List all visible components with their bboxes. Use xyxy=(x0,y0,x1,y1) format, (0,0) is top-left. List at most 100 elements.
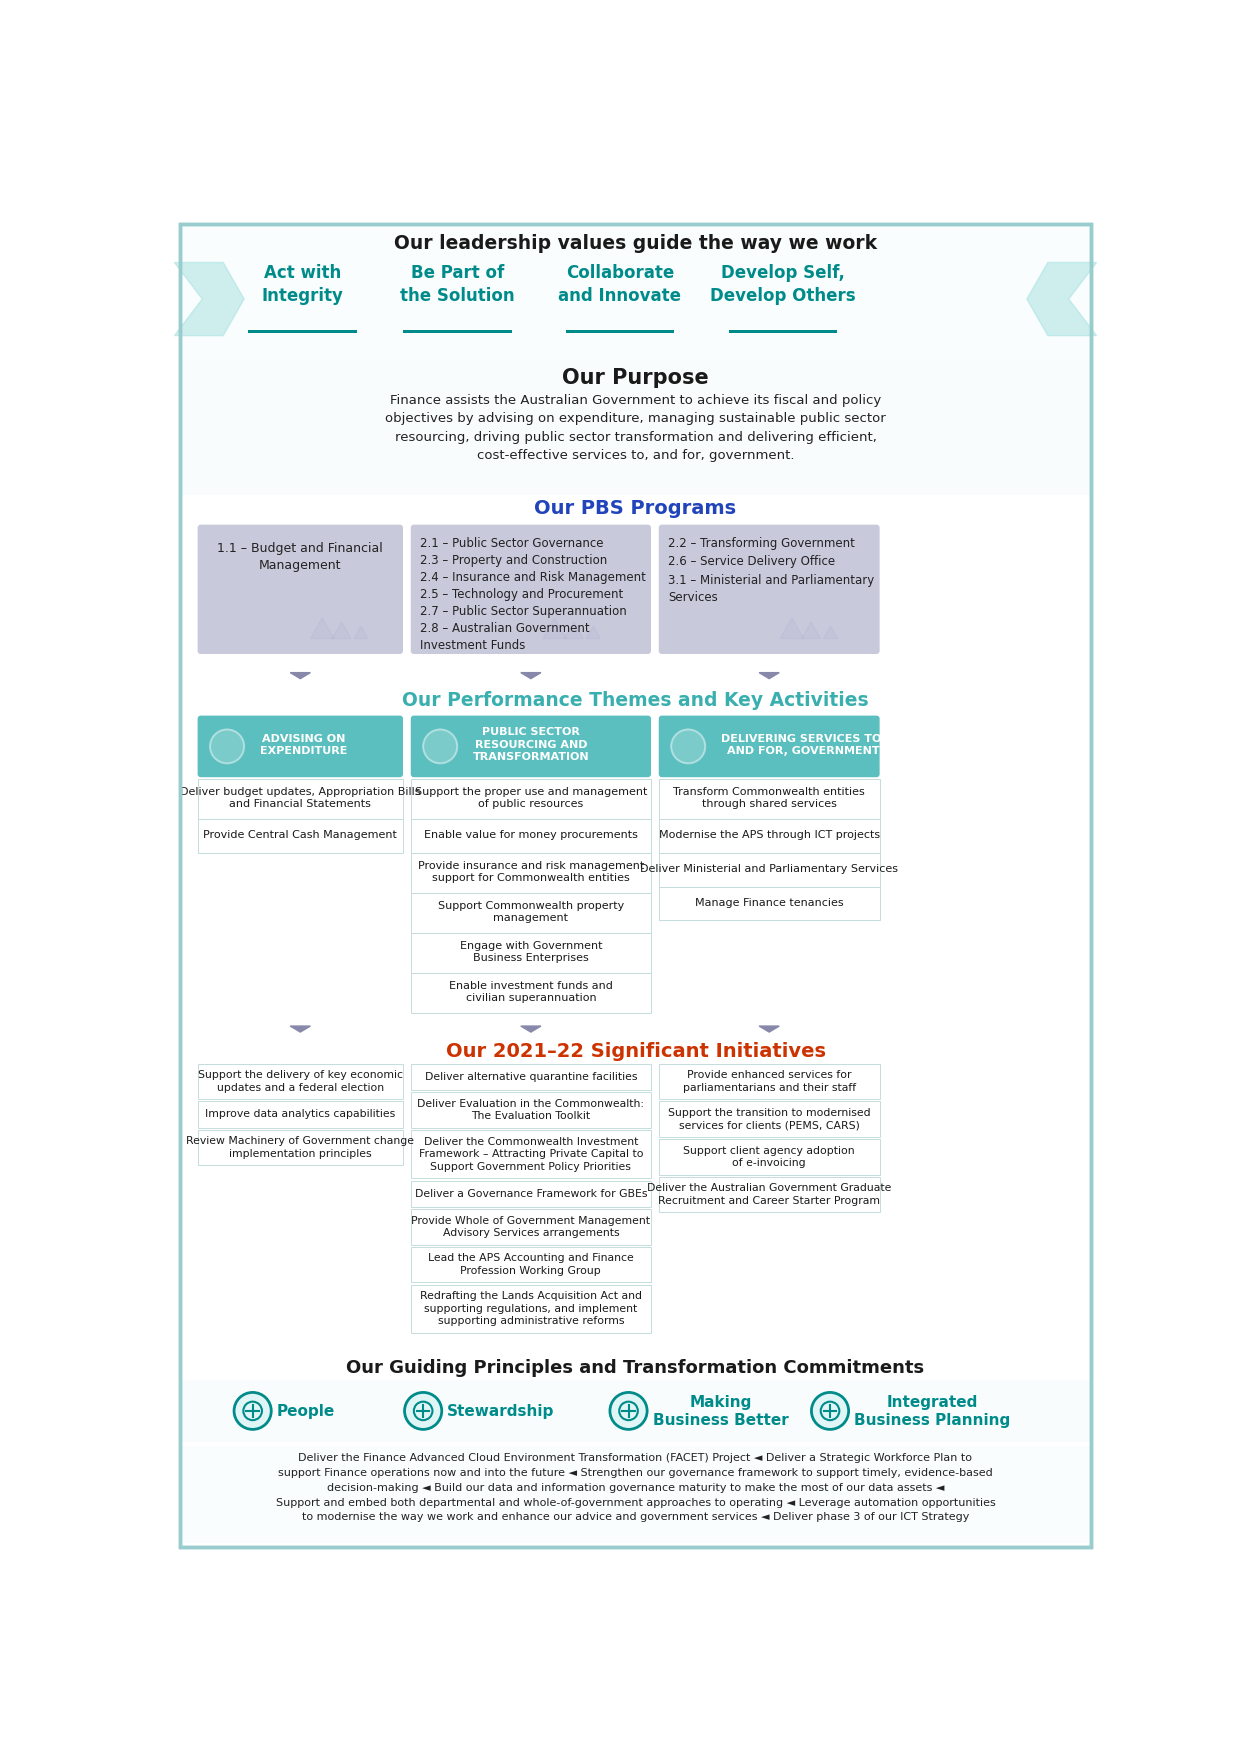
Polygon shape xyxy=(310,617,334,638)
Circle shape xyxy=(210,730,244,763)
Text: Provide insurance and risk management
support for Commonwealth entities: Provide insurance and risk management su… xyxy=(418,861,644,882)
Circle shape xyxy=(671,730,706,763)
Text: Deliver Evaluation in the Commonwealth:
The Evaluation Toolkit: Deliver Evaluation in the Commonwealth: … xyxy=(418,1098,645,1121)
Polygon shape xyxy=(521,672,541,679)
Polygon shape xyxy=(823,626,837,638)
Polygon shape xyxy=(332,623,351,638)
Text: People: People xyxy=(277,1405,335,1419)
Text: 2.2 – Transforming Government: 2.2 – Transforming Government xyxy=(668,537,854,551)
Bar xyxy=(410,1180,651,1207)
Polygon shape xyxy=(175,263,244,335)
Text: 2.8 – Australian Government
Investment Funds: 2.8 – Australian Government Investment F… xyxy=(420,621,590,652)
Polygon shape xyxy=(290,672,310,679)
Polygon shape xyxy=(759,1026,779,1031)
Text: Support client agency adoption
of e-invoicing: Support client agency adoption of e-invo… xyxy=(683,1145,856,1168)
Bar xyxy=(410,933,651,973)
Text: Support the transition to modernised
services for clients (PEMS, CARS): Support the transition to modernised ser… xyxy=(668,1109,870,1130)
FancyBboxPatch shape xyxy=(197,524,403,654)
Bar xyxy=(197,1130,403,1165)
Bar xyxy=(410,973,651,1012)
Bar xyxy=(658,852,879,886)
Text: 2.4 – Insurance and Risk Management: 2.4 – Insurance and Risk Management xyxy=(420,570,646,584)
Polygon shape xyxy=(759,672,779,679)
Bar xyxy=(410,893,651,933)
Bar xyxy=(410,1093,651,1128)
Text: PUBLIC SECTOR
RESOURCING AND
TRANSFORMATION: PUBLIC SECTOR RESOURCING AND TRANSFORMAT… xyxy=(472,728,589,763)
Text: Support the proper use and management
of public resources: Support the proper use and management of… xyxy=(414,788,647,809)
Text: Modernise the APS through ICT projects: Modernise the APS through ICT projects xyxy=(658,830,879,840)
FancyBboxPatch shape xyxy=(658,716,879,777)
Polygon shape xyxy=(543,617,567,638)
Text: Deliver a Governance Framework for GBEs: Deliver a Governance Framework for GBEs xyxy=(414,1189,647,1198)
Bar xyxy=(658,1063,879,1100)
Circle shape xyxy=(234,1393,272,1430)
Text: ADVISING ON
EXPENDITURE: ADVISING ON EXPENDITURE xyxy=(259,733,347,756)
Text: Manage Finance tenancies: Manage Finance tenancies xyxy=(694,898,843,909)
Polygon shape xyxy=(802,623,821,638)
Bar xyxy=(197,819,403,852)
Bar xyxy=(410,1284,651,1333)
Polygon shape xyxy=(587,626,600,638)
Text: Transform Commonwealth entities
through shared services: Transform Commonwealth entities through … xyxy=(673,788,866,809)
Bar xyxy=(410,1247,651,1282)
Polygon shape xyxy=(521,1026,541,1031)
Bar xyxy=(197,1063,403,1100)
Polygon shape xyxy=(290,1026,310,1031)
Bar xyxy=(403,330,511,333)
Bar xyxy=(565,330,675,333)
Text: 2.6 – Service Delivery Office: 2.6 – Service Delivery Office xyxy=(668,556,836,568)
Bar xyxy=(410,779,651,819)
Text: Improve data analytics capabilities: Improve data analytics capabilities xyxy=(205,1110,396,1119)
Text: Our 2021–22 Significant Initiatives: Our 2021–22 Significant Initiatives xyxy=(445,1042,826,1061)
Bar xyxy=(181,1380,1090,1442)
FancyBboxPatch shape xyxy=(658,524,879,654)
Text: Deliver Ministerial and Parliamentary Services: Deliver Ministerial and Parliamentary Se… xyxy=(640,863,898,873)
Text: Provide Whole of Government Management
Advisory Services arrangements: Provide Whole of Government Management A… xyxy=(412,1216,650,1238)
Circle shape xyxy=(610,1393,647,1430)
Text: Lead the APS Accounting and Finance
Profession Working Group: Lead the APS Accounting and Finance Prof… xyxy=(428,1254,634,1275)
Text: Support the delivery of key economic
updates and a federal election: Support the delivery of key economic upd… xyxy=(198,1070,403,1093)
FancyBboxPatch shape xyxy=(410,716,651,777)
Bar xyxy=(658,819,879,852)
Circle shape xyxy=(404,1393,441,1430)
Polygon shape xyxy=(353,626,368,638)
Text: 3.1 – Ministerial and Parliamentary
Services: 3.1 – Ministerial and Parliamentary Serv… xyxy=(668,574,874,603)
Text: Deliver alternative quarantine facilities: Deliver alternative quarantine facilitie… xyxy=(424,1072,637,1082)
Text: Deliver the Finance Advanced Cloud Environment Transformation (FACET) Project ◄ : Deliver the Finance Advanced Cloud Envir… xyxy=(275,1454,996,1522)
Text: Be Part of
the Solution: Be Part of the Solution xyxy=(401,265,515,305)
Text: Support Commonwealth property
management: Support Commonwealth property management xyxy=(438,902,624,923)
Text: Redrafting the Lands Acquisition Act and
supporting regulations, and implement
s: Redrafting the Lands Acquisition Act and… xyxy=(420,1291,642,1326)
Text: Provide enhanced services for
parliamentarians and their staff: Provide enhanced services for parliament… xyxy=(683,1070,856,1093)
Bar xyxy=(410,819,651,852)
Text: Stewardship: Stewardship xyxy=(448,1405,554,1419)
Bar xyxy=(658,779,879,819)
Text: 1.1 – Budget and Financial
Management: 1.1 – Budget and Financial Management xyxy=(217,542,383,572)
Text: Act with
Integrity: Act with Integrity xyxy=(262,265,343,305)
Bar xyxy=(248,330,357,333)
Bar xyxy=(658,1138,879,1175)
Text: DELIVERING SERVICES TO,
AND FOR, GOVERNMENT: DELIVERING SERVICES TO, AND FOR, GOVERNM… xyxy=(720,733,885,756)
Text: Deliver budget updates, Appropriation Bills
and Financial Statements: Deliver budget updates, Appropriation Bi… xyxy=(180,788,420,809)
Circle shape xyxy=(811,1393,848,1430)
Bar xyxy=(181,361,1090,495)
Text: 2.5 – Technology and Procurement: 2.5 – Technology and Procurement xyxy=(420,588,624,602)
Bar xyxy=(181,225,1090,361)
Bar xyxy=(658,1102,879,1137)
Bar xyxy=(729,330,837,333)
Text: Finance assists the Australian Government to achieve its fiscal and policy
objec: Finance assists the Australian Governmen… xyxy=(386,393,885,463)
Polygon shape xyxy=(780,617,804,638)
Text: Engage with Government
Business Enterprises: Engage with Government Business Enterpri… xyxy=(460,940,603,963)
Bar xyxy=(197,779,403,819)
Bar xyxy=(197,1102,403,1128)
Text: Deliver the Australian Government Graduate
Recruitment and Career Starter Progra: Deliver the Australian Government Gradua… xyxy=(647,1184,892,1205)
Text: Our Purpose: Our Purpose xyxy=(562,368,709,388)
Text: Deliver the Commonwealth Investment
Framework – Attracting Private Capital to
Su: Deliver the Commonwealth Investment Fram… xyxy=(419,1137,644,1172)
FancyBboxPatch shape xyxy=(197,716,403,777)
Bar xyxy=(658,886,879,921)
Text: 2.7 – Public Sector Superannuation: 2.7 – Public Sector Superannuation xyxy=(420,605,626,617)
Circle shape xyxy=(423,730,458,763)
Text: Develop Self,
Develop Others: Develop Self, Develop Others xyxy=(711,265,856,305)
Bar xyxy=(181,1445,1090,1544)
Text: Collaborate
and Innovate: Collaborate and Innovate xyxy=(558,265,682,305)
FancyBboxPatch shape xyxy=(410,524,651,654)
